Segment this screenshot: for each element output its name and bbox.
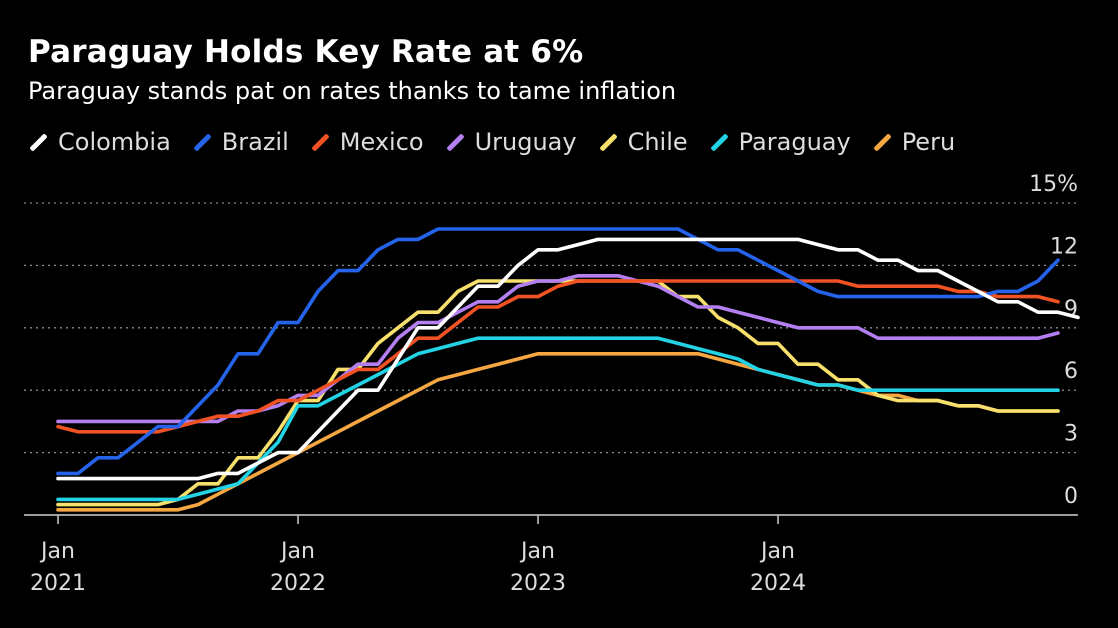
x-tick-label-year: 2024 — [750, 571, 806, 596]
y-tick-label: 6 — [1064, 359, 1078, 384]
y-tick-label: 12 — [1050, 234, 1078, 259]
legend-item-mexico: Mexico — [310, 128, 424, 156]
series-line-brazil — [56, 227, 1060, 476]
series-line-mexico — [56, 279, 1060, 434]
legend-label-mexico: Mexico — [339, 128, 424, 156]
x-tick-label-month: Jan — [519, 539, 555, 564]
legend-label-chile: Chile — [627, 128, 688, 156]
series-line-paraguay — [56, 336, 1060, 502]
legend-item-peru: Peru — [872, 128, 955, 156]
chart-subtitle: Paraguay stands pat on rates thanks to t… — [28, 77, 677, 105]
series-lines — [56, 227, 1080, 512]
x-tick-label-month: Jan — [279, 539, 315, 564]
legend-item-chile: Chile — [598, 128, 688, 156]
x-tick-label-month: Jan — [759, 539, 795, 564]
legend-item-paraguay: Paraguay — [709, 128, 851, 156]
legend-label-uruguay: Uruguay — [474, 128, 577, 156]
series-line-colombia — [56, 237, 1080, 481]
legend-item-colombia: Colombia — [28, 128, 171, 156]
x-axis: Jan 2021 Jan 2022 Jan 2023 Jan 2024 — [24, 514, 1078, 596]
gridlines — [24, 202, 1078, 454]
y-tick-label: 3 — [1064, 422, 1078, 447]
chart-title: Paraguay Holds Key Rate at 6% — [28, 34, 584, 70]
x-tick-label-year: 2023 — [510, 571, 566, 596]
y-tick-label: 15% — [1029, 172, 1078, 197]
x-tick-label-year: 2021 — [30, 571, 86, 596]
legend: Colombia Brazil Mexico Uruguay Chile Par… — [28, 128, 976, 156]
legend-label-colombia: Colombia — [58, 128, 171, 156]
legend-item-uruguay: Uruguay — [445, 128, 577, 156]
legend-label-peru: Peru — [901, 128, 956, 156]
series-line-peru — [56, 351, 1060, 512]
series-line-chile — [56, 279, 1060, 507]
x-tick-label-year: 2022 — [270, 571, 326, 596]
legend-label-paraguay: Paraguay — [738, 128, 851, 156]
y-tick-label: 0 — [1064, 484, 1078, 509]
x-tick-label-month: Jan — [39, 539, 75, 564]
legend-item-brazil: Brazil — [192, 128, 289, 156]
legend-label-brazil: Brazil — [221, 128, 289, 156]
